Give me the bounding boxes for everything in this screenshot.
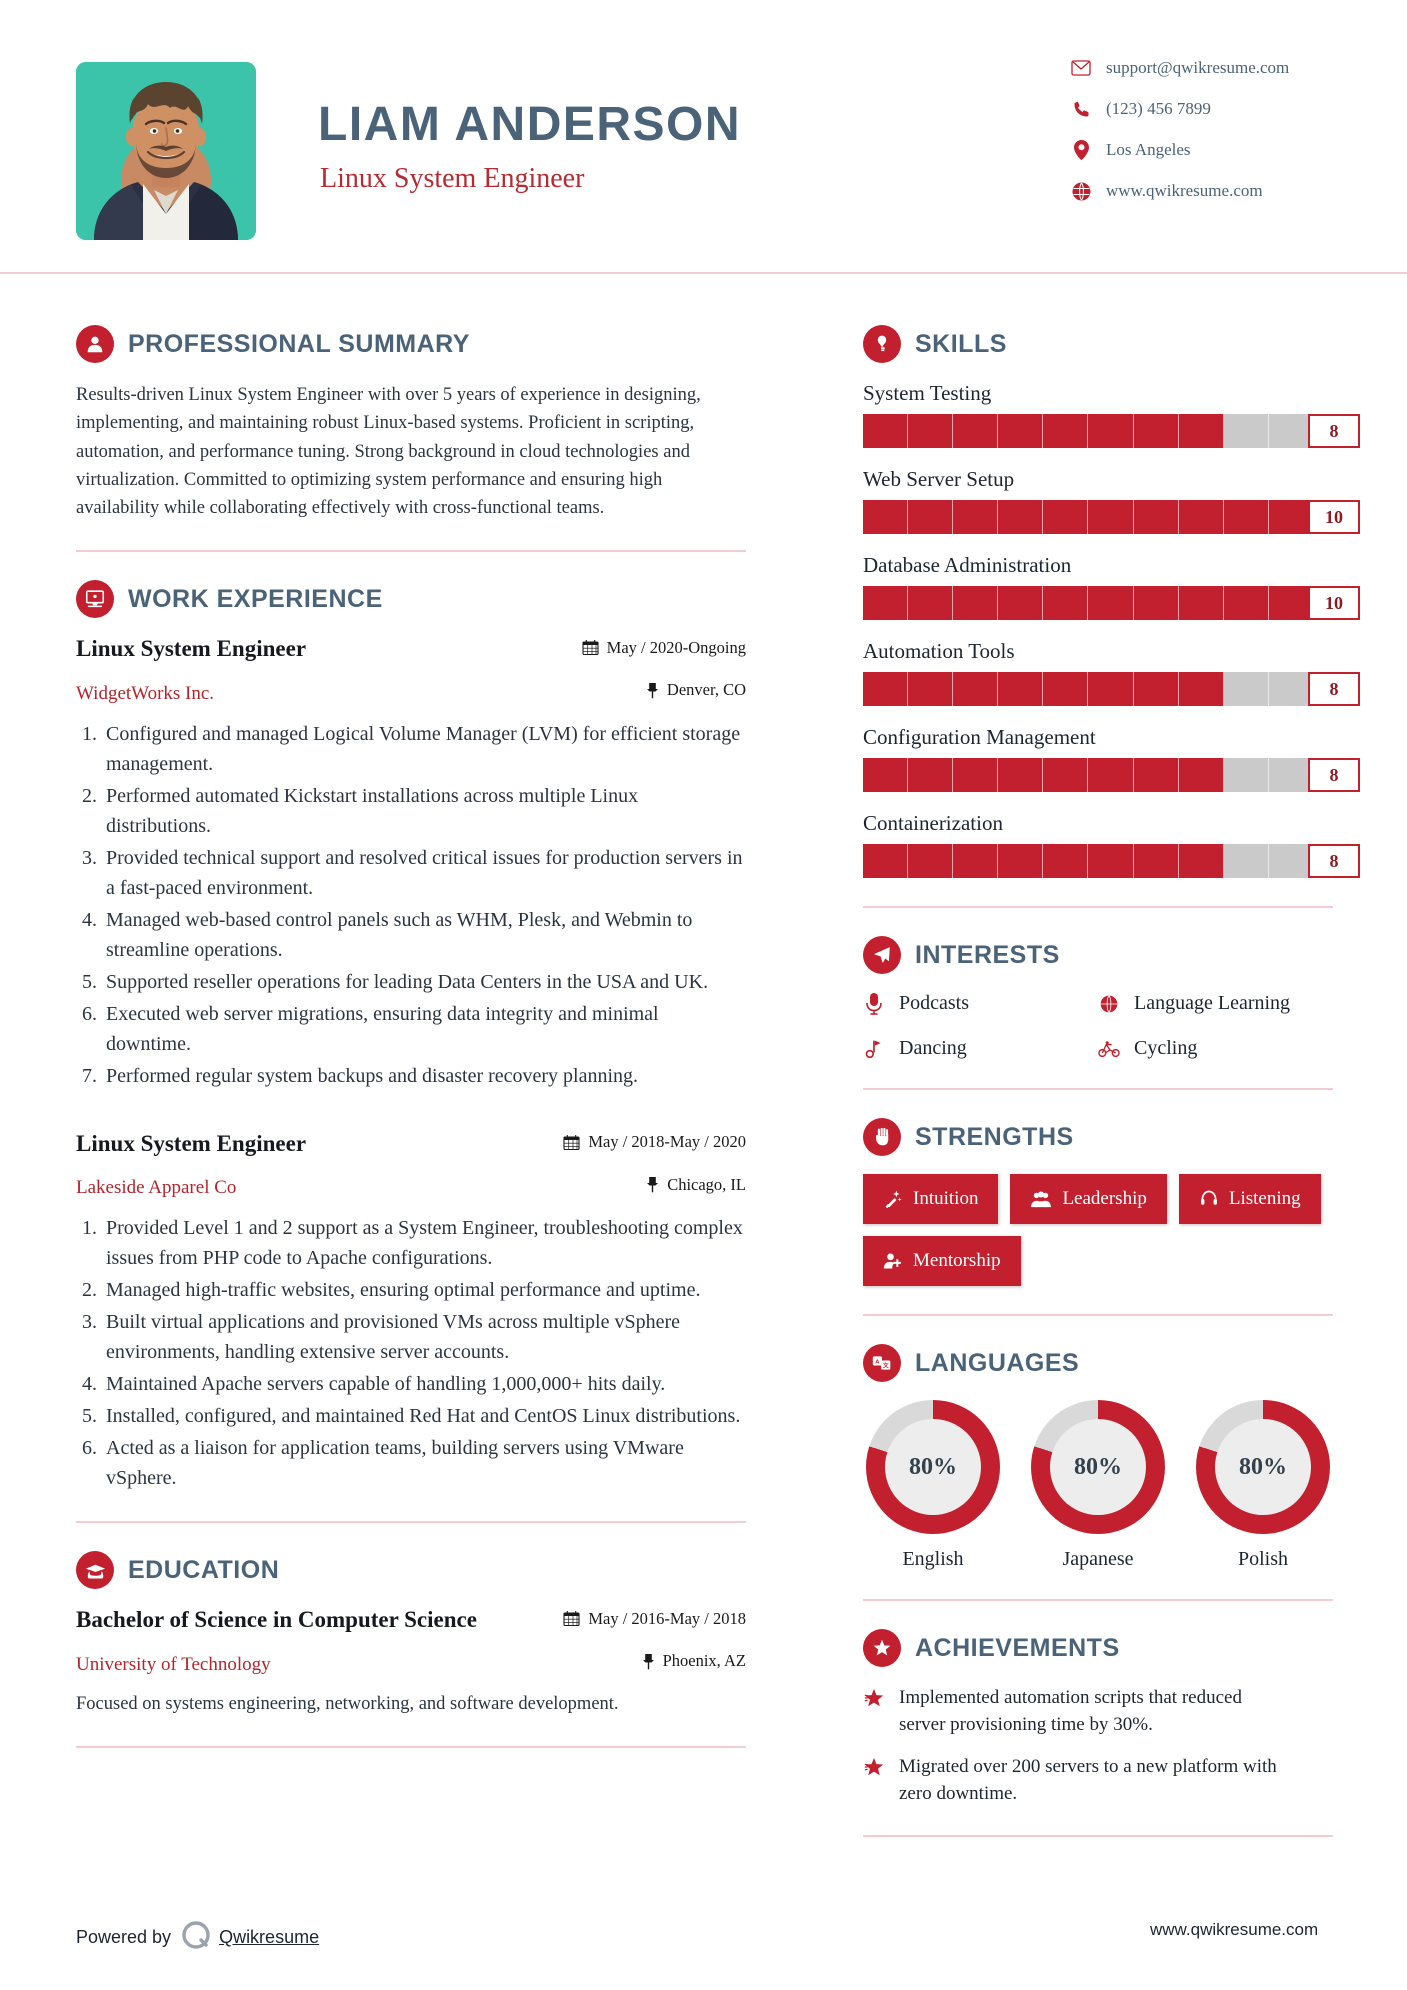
svg-text:文: 文: [883, 1362, 889, 1370]
